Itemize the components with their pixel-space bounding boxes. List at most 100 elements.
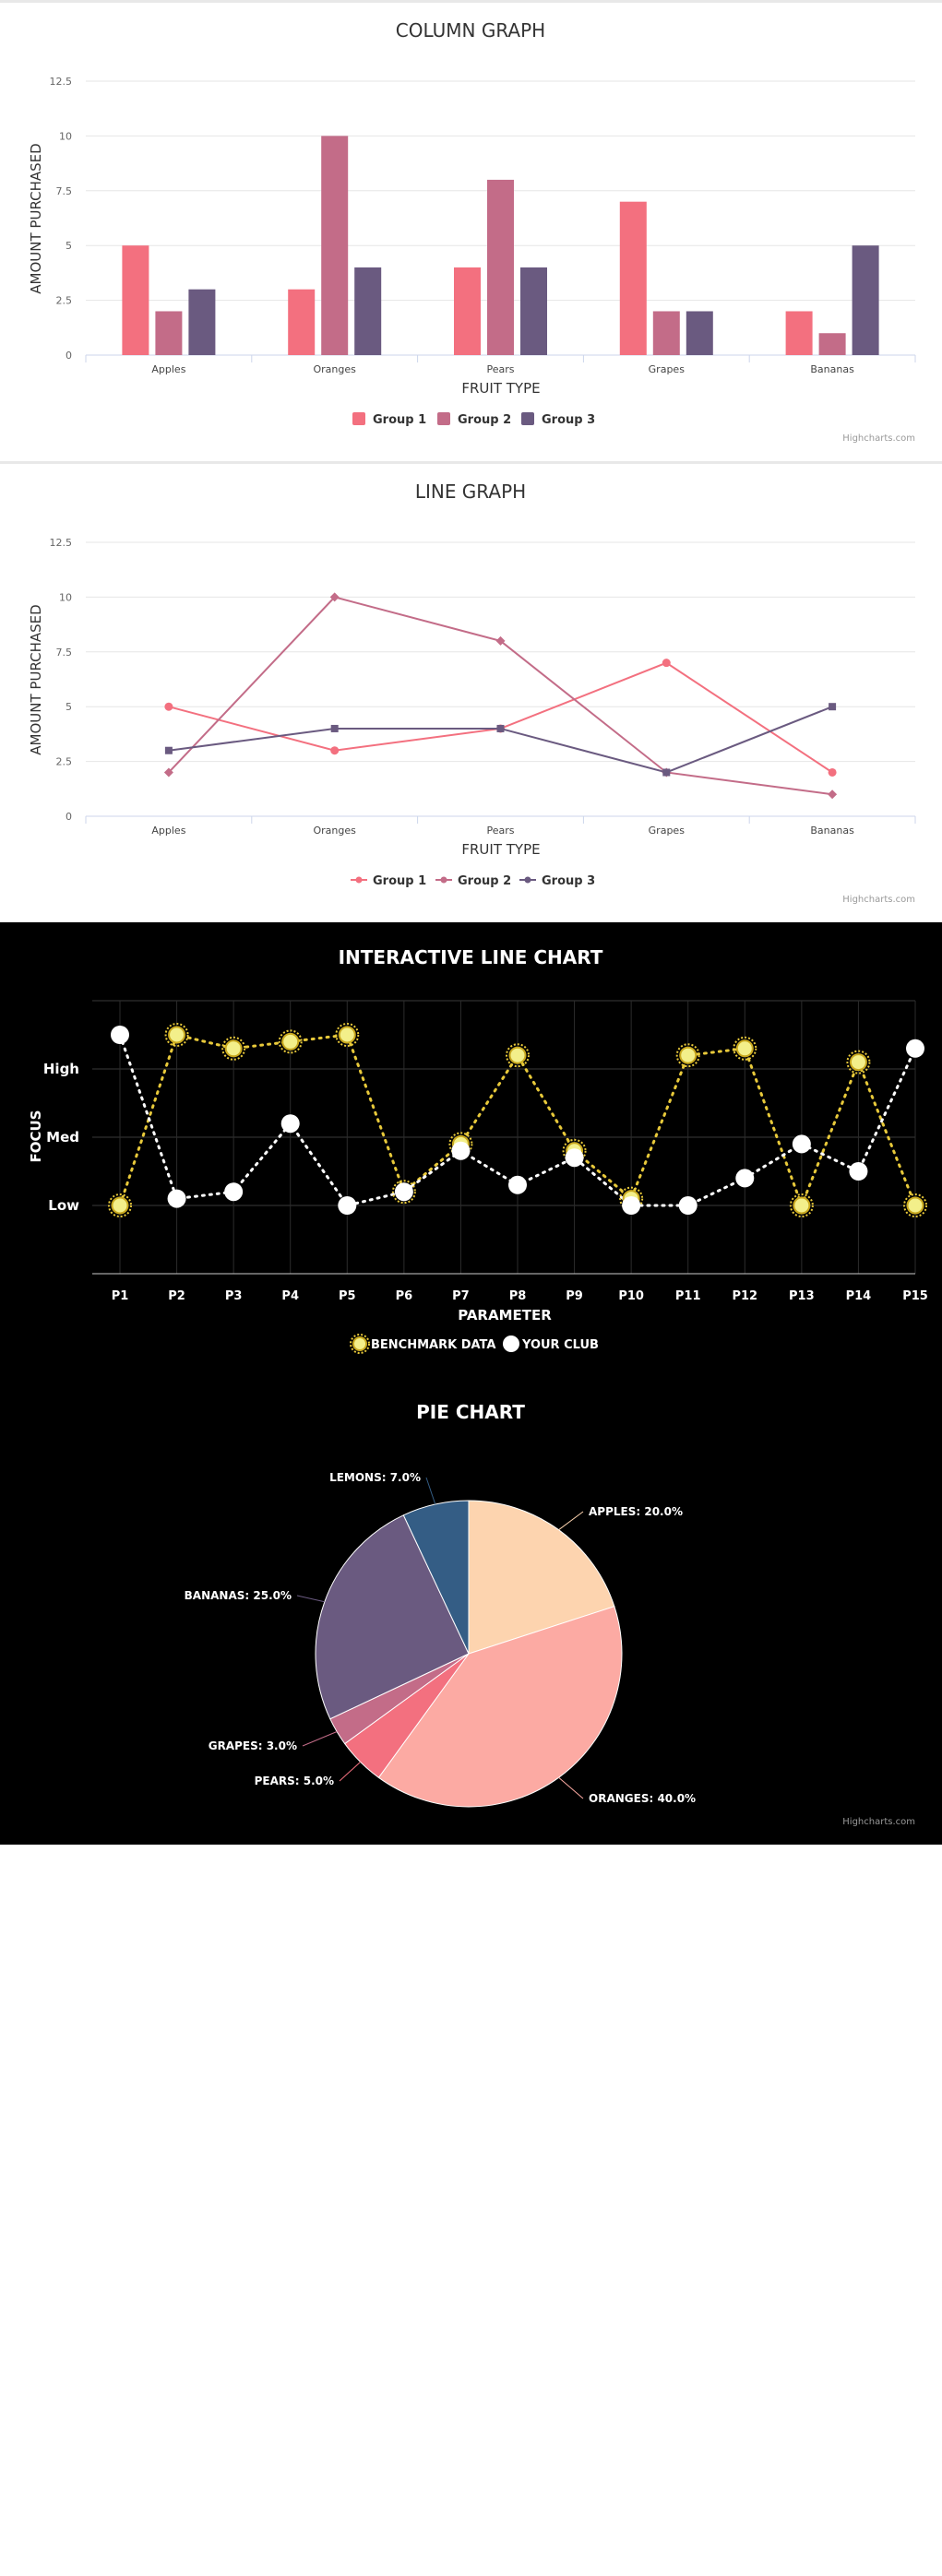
point-group-3-grapes[interactable] [662, 768, 671, 777]
pie-slice-lemons[interactable] [402, 1500, 470, 1655]
series-line-group-3 [168, 706, 833, 774]
point-your-club-p6[interactable] [394, 1182, 413, 1202]
bar-group-3-pears[interactable] [520, 267, 547, 355]
point-benchmark-data-p3[interactable] [221, 1036, 246, 1061]
point-your-club-p2[interactable] [167, 1189, 186, 1208]
point-your-club-p13[interactable] [792, 1134, 811, 1154]
point-your-club-p12[interactable] [735, 1169, 755, 1188]
y-tick-label: High [43, 1061, 79, 1077]
point-group-3-bananas[interactable] [829, 703, 837, 711]
legend-item-group-3[interactable]: Group 3 [521, 412, 595, 427]
bar-group-2-bananas[interactable] [818, 333, 846, 355]
bar-group-1-apples[interactable] [122, 245, 149, 355]
legend-item-group-2[interactable]: Group 2 [437, 412, 511, 427]
pie-slice-oranges[interactable] [377, 1606, 623, 1808]
legend-label: Group 3 [542, 413, 595, 427]
bar-group-2-pears[interactable] [487, 179, 514, 355]
point-group-2-pears[interactable] [495, 635, 506, 646]
point-benchmark-data-p5[interactable] [335, 1023, 360, 1047]
y-tick-label: 12.5 [50, 537, 73, 549]
legend-item-group-2[interactable]: Group 2 [435, 874, 511, 888]
point-group-1-oranges[interactable] [330, 746, 340, 755]
benchmark-marker-ring [108, 1193, 132, 1217]
point-group-2-oranges[interactable] [329, 592, 340, 602]
legend-swatch-marker [355, 876, 363, 884]
point-your-club-p10[interactable] [622, 1196, 641, 1215]
point-benchmark-data-p13[interactable] [789, 1193, 814, 1217]
legend-item-group-3[interactable]: Group 3 [519, 874, 595, 888]
legend-swatch [521, 412, 534, 425]
bar-group-2-grapes[interactable] [652, 311, 680, 355]
point-benchmark-data-p12[interactable] [733, 1036, 757, 1061]
bar-group-3-apples[interactable] [188, 289, 216, 355]
bar-group-2-oranges[interactable] [321, 136, 349, 355]
point-your-club-p4[interactable] [280, 1114, 300, 1134]
pie-data-label: GRAPES: 3.0% [209, 1739, 297, 1752]
bar-group-3-oranges[interactable] [354, 267, 382, 355]
point-your-club-p7[interactable] [451, 1141, 471, 1160]
x-tick-label: P3 [225, 1289, 243, 1303]
legend-item-group-1[interactable]: Group 1 [351, 874, 426, 888]
bar-group-1-pears[interactable] [454, 267, 481, 355]
point-benchmark-data-p15[interactable] [903, 1193, 927, 1217]
credits-link[interactable]: Highcharts.com [842, 433, 915, 444]
x-axis-title: FRUIT TYPE [461, 380, 540, 397]
legend-item-group-1[interactable]: Group 1 [352, 412, 426, 427]
chart-title: COLUMN GRAPH [396, 19, 545, 42]
legend-item-benchmark-data[interactable]: BENCHMARK DATA [350, 1334, 495, 1354]
point-group-3-pears[interactable] [496, 724, 505, 732]
benchmark-marker-ring [164, 1023, 189, 1047]
legend-label: Group 3 [542, 874, 595, 888]
bar-group-1-bananas[interactable] [785, 311, 813, 355]
y-tick-label: 7.5 [56, 647, 73, 659]
y-tick-label: 7.5 [56, 185, 73, 197]
bar-group-2-apples[interactable] [155, 311, 183, 355]
credits-link[interactable]: Highcharts.com [842, 895, 915, 905]
point-your-club-p14[interactable] [849, 1162, 868, 1181]
benchmark-marker [906, 1196, 924, 1215]
chart-title: INTERACTIVE LINE CHART [339, 946, 603, 968]
bar-group-3-bananas[interactable] [852, 245, 879, 355]
point-your-club-p3[interactable] [224, 1182, 244, 1202]
point-benchmark-data-p4[interactable] [278, 1029, 303, 1054]
club-marker [849, 1162, 868, 1181]
point-benchmark-data-p11[interactable] [675, 1043, 700, 1068]
point-your-club-p5[interactable] [338, 1196, 357, 1215]
x-tick-label: Oranges [314, 825, 357, 837]
bar-group-3-grapes[interactable] [686, 311, 713, 355]
benchmark-marker [224, 1039, 243, 1058]
benchmark-marker-ring [278, 1029, 303, 1054]
club-marker [906, 1039, 924, 1058]
benchmark-marker [793, 1196, 811, 1215]
bar-group-1-oranges[interactable] [288, 289, 316, 355]
pie-slice-apples[interactable] [468, 1500, 615, 1655]
point-your-club-p1[interactable] [111, 1026, 129, 1044]
point-benchmark-data-p8[interactable] [506, 1043, 530, 1068]
series-line-group-1 [168, 661, 833, 774]
x-tick-label: P8 [509, 1289, 527, 1303]
point-your-club-p15[interactable] [906, 1039, 924, 1058]
legend-item-your-club[interactable]: YOUR CLUB [503, 1335, 599, 1352]
point-group-3-apples[interactable] [164, 746, 173, 754]
point-benchmark-data-p1[interactable] [108, 1193, 132, 1217]
legend-label: BENCHMARK DATA [371, 1338, 495, 1352]
point-your-club-p8[interactable] [508, 1175, 527, 1194]
bar-group-1-grapes[interactable] [619, 201, 647, 355]
credits-link[interactable]: Highcharts.com [842, 1817, 915, 1827]
y-axis-title: AMOUNT PURCHASED [28, 604, 44, 754]
point-benchmark-data-p14[interactable] [846, 1050, 871, 1074]
point-your-club-p9[interactable] [565, 1148, 584, 1168]
point-group-2-apples[interactable] [163, 767, 173, 778]
point-your-club-p11[interactable] [678, 1196, 698, 1215]
y-tick-label: 2.5 [56, 295, 73, 307]
legend-swatch-marker [524, 876, 531, 884]
pie-data-label: ORANGES: 40.0% [589, 1792, 696, 1805]
point-group-1-bananas[interactable] [828, 767, 837, 777]
pie-slice-bananas[interactable] [315, 1514, 470, 1720]
point-group-2-bananas[interactable] [828, 789, 838, 800]
point-group-1-grapes[interactable] [662, 659, 671, 668]
x-tick-label: P6 [396, 1289, 413, 1303]
point-benchmark-data-p2[interactable] [164, 1023, 189, 1047]
point-group-3-oranges[interactable] [330, 724, 339, 732]
point-group-1-apples[interactable] [164, 702, 173, 711]
